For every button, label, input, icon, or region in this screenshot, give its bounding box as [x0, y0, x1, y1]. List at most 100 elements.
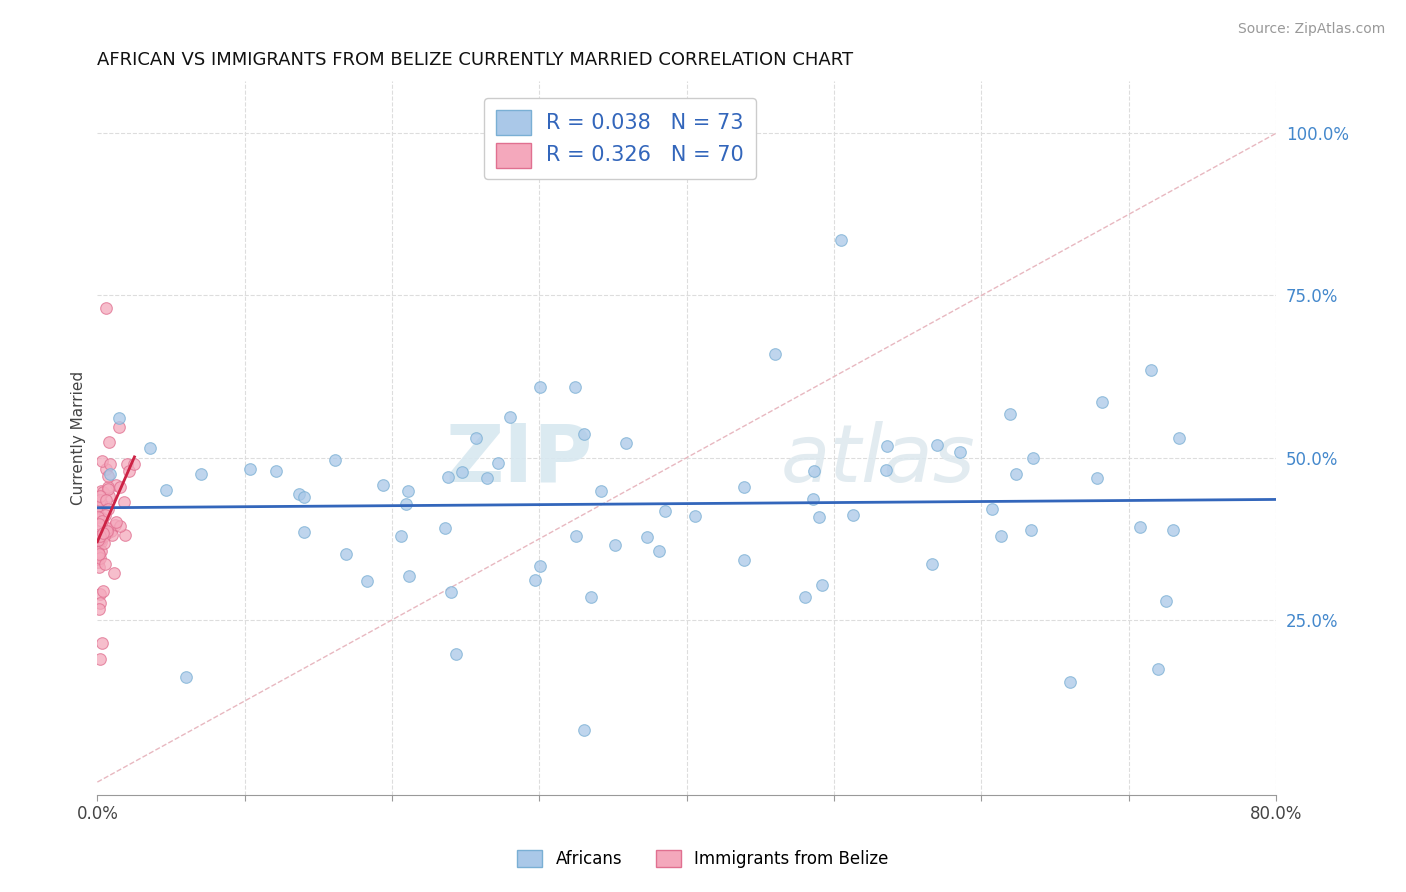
Point	[564, 380, 586, 394]
Point	[436, 470, 458, 484]
Point	[100, 524, 122, 538]
Point	[565, 529, 588, 543]
Point	[239, 461, 262, 475]
Point	[110, 519, 132, 533]
Text: AFRICAN VS IMMIGRANTS FROM BELIZE CURRENTLY MARRIED CORRELATION CHART: AFRICAN VS IMMIGRANTS FROM BELIZE CURREN…	[97, 51, 853, 69]
Y-axis label: Currently Married: Currently Married	[72, 371, 86, 505]
Point	[97, 435, 120, 450]
Point	[373, 477, 395, 491]
Point	[96, 462, 118, 476]
Point	[86, 524, 108, 538]
Point	[87, 544, 110, 558]
Point	[86, 549, 108, 564]
Point	[97, 502, 120, 516]
Text: Source: ZipAtlas.com: Source: ZipAtlas.com	[1237, 22, 1385, 37]
Point	[793, 590, 815, 604]
Point	[89, 489, 111, 503]
Point	[87, 517, 110, 532]
Point	[93, 536, 115, 550]
Point	[91, 526, 114, 541]
Point	[114, 528, 136, 542]
Point	[475, 471, 498, 485]
Point	[108, 480, 131, 494]
Point	[97, 468, 120, 483]
Point	[335, 547, 357, 561]
Point	[96, 524, 118, 538]
Point	[763, 347, 786, 361]
Point	[89, 531, 111, 545]
Point	[87, 560, 110, 574]
Point	[93, 529, 115, 543]
Point	[90, 454, 112, 468]
Point	[288, 487, 311, 501]
Point	[91, 526, 114, 541]
Point	[801, 491, 824, 506]
Point	[104, 478, 127, 492]
Point	[90, 544, 112, 558]
Point	[949, 444, 972, 458]
Point	[876, 439, 898, 453]
Point	[91, 514, 114, 528]
Point	[90, 535, 112, 549]
Point	[589, 483, 612, 498]
Point	[87, 501, 110, 516]
Point	[981, 502, 1004, 516]
Point	[811, 578, 834, 592]
Point	[529, 558, 551, 573]
Point	[841, 508, 863, 522]
Point	[921, 558, 943, 572]
Point	[450, 465, 472, 479]
Point	[648, 544, 671, 558]
Point	[733, 480, 755, 494]
Point	[86, 506, 108, 520]
Point	[398, 569, 420, 583]
Point	[1005, 467, 1028, 481]
Point	[292, 525, 315, 540]
Text: ZIP: ZIP	[446, 421, 592, 499]
Point	[89, 533, 111, 547]
Point	[93, 557, 115, 571]
Point	[1091, 394, 1114, 409]
Point	[440, 585, 463, 599]
Legend: R = 0.038   N = 73, R = 0.326   N = 70: R = 0.038 N = 73, R = 0.326 N = 70	[484, 98, 756, 179]
Point	[87, 533, 110, 548]
Point	[433, 521, 456, 535]
Point	[94, 526, 117, 541]
Point	[98, 489, 121, 503]
Point	[90, 494, 112, 508]
Point	[603, 539, 626, 553]
Point	[89, 529, 111, 543]
Point	[499, 410, 522, 425]
Point	[875, 463, 897, 477]
Point	[87, 549, 110, 563]
Point	[94, 508, 117, 522]
Point	[89, 551, 111, 566]
Point	[389, 529, 412, 543]
Point	[97, 480, 120, 494]
Point	[96, 301, 118, 316]
Point	[1129, 520, 1152, 534]
Point	[733, 552, 755, 566]
Point	[139, 441, 162, 455]
Point	[97, 483, 120, 497]
Point	[1147, 661, 1170, 675]
Point	[94, 493, 117, 508]
Point	[89, 652, 111, 666]
Point	[86, 552, 108, 566]
Point	[524, 574, 547, 588]
Point	[465, 431, 488, 445]
Point	[112, 494, 135, 508]
Point	[174, 670, 197, 684]
Point	[292, 490, 315, 504]
Point	[90, 483, 112, 498]
Point	[155, 483, 177, 497]
Point	[1085, 471, 1108, 485]
Point	[87, 508, 110, 523]
Point	[572, 723, 595, 738]
Point	[266, 464, 288, 478]
Point	[830, 233, 852, 247]
Point	[574, 426, 596, 441]
Point	[107, 411, 129, 425]
Point	[100, 457, 122, 471]
Point	[356, 574, 378, 588]
